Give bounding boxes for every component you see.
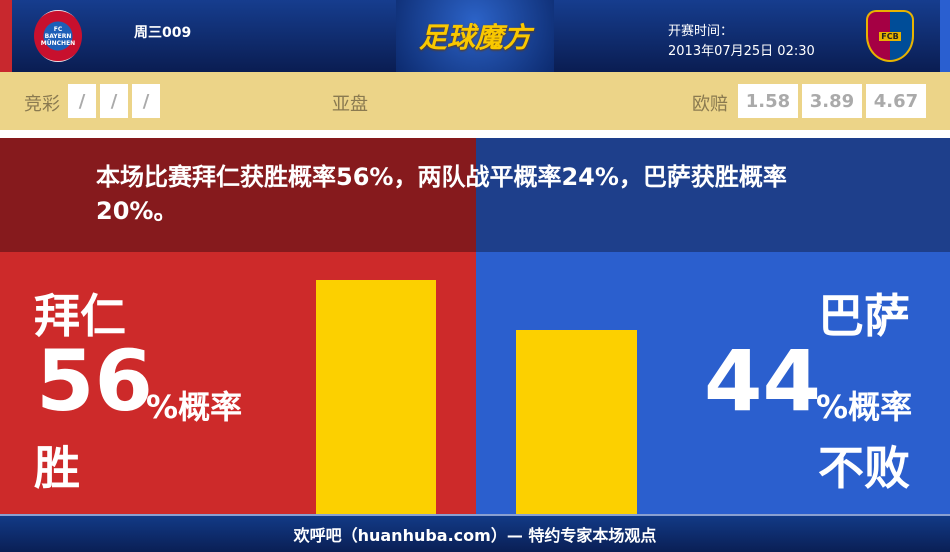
jingcai-value: / [68, 84, 96, 118]
away-team-name: 巴萨 [818, 289, 910, 343]
brand-logo: 足球魔方 [396, 0, 554, 72]
away-probability-bar [516, 330, 637, 514]
odds-bar: 竞彩 / / / 亚盘 欧赔 1.58 3.89 4.67 [0, 72, 950, 130]
home-probability-bar [316, 279, 436, 514]
home-percent-suffix: %概率 [146, 388, 243, 426]
jingcai-value: / [100, 84, 128, 118]
away-percent: 44 [704, 332, 821, 430]
footer: 欢呼吧（huanhuba.com）— 特约专家本场观点 [0, 514, 950, 552]
away-logo-text: FCB [879, 31, 901, 41]
barcelona-logo-icon: FCB [866, 10, 914, 62]
home-team-name: 拜仁 [34, 289, 126, 343]
header: FC BAYERN MÜNCHEN 周三009 足球魔方 开赛时间： 2013年… [0, 0, 950, 72]
home-logo-text: FC BAYERN MÜNCHEN [40, 25, 76, 47]
asian-handicap-label: 亚盘 [332, 94, 368, 115]
home-color-strip [0, 0, 12, 72]
summary-text: 本场比赛拜仁获胜概率56%，两队战平概率24%，巴萨获胜概率20%。 [96, 163, 787, 225]
jingcai-value: / [132, 84, 160, 118]
summary-bg-away [476, 138, 950, 252]
away-color-strip [940, 0, 950, 72]
euro-odds-draw: 3.89 [802, 84, 862, 118]
away-percent-suffix: %概率 [816, 388, 913, 426]
euro-odds-home: 1.58 [738, 84, 798, 118]
away-outcome: 不败 [818, 441, 910, 495]
euro-odds-label: 欧赔 [692, 94, 728, 115]
match-number: 周三009 [134, 25, 192, 41]
kickoff-time: 2013年07月25日 02:30 [668, 44, 815, 59]
bayern-logo-icon: FC BAYERN MÜNCHEN [34, 10, 82, 62]
kickoff-label: 开赛时间： [668, 24, 734, 39]
jingcai-label: 竞彩 [24, 94, 60, 115]
euro-odds-away: 4.67 [866, 84, 926, 118]
home-percent: 56 [36, 332, 153, 430]
home-outcome: 胜 [34, 441, 80, 495]
summary-bg-home [0, 138, 476, 252]
